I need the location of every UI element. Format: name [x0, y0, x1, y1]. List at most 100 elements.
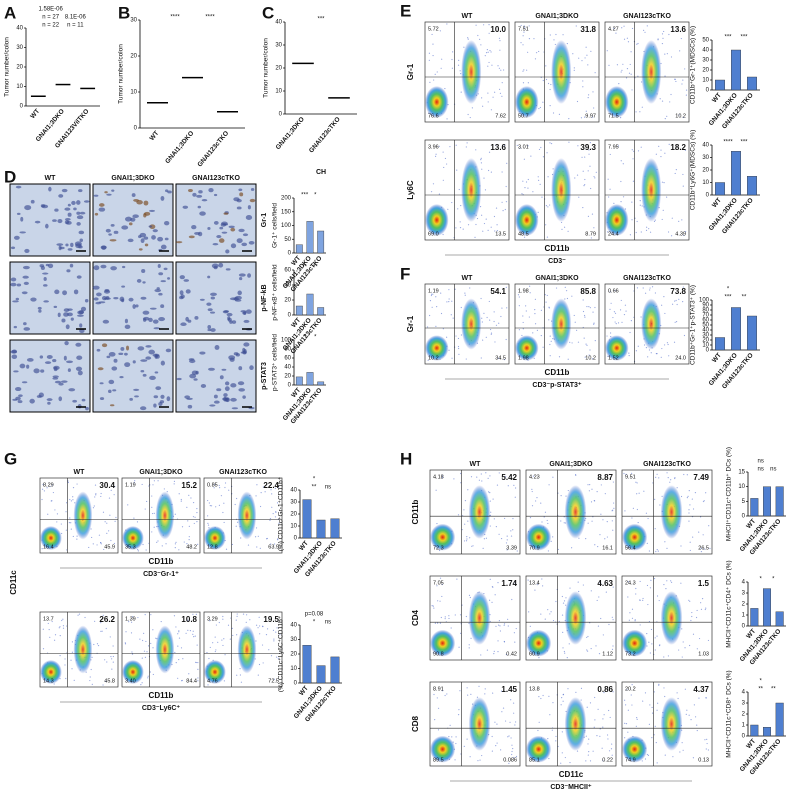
event-dot — [217, 641, 219, 643]
event-dot — [195, 661, 197, 664]
cell-nucleus — [68, 388, 76, 392]
event-dot — [624, 737, 626, 739]
bar — [715, 182, 726, 196]
event-dot — [143, 632, 145, 634]
event-dot — [552, 536, 554, 538]
bar — [317, 230, 325, 254]
cell-nucleus — [182, 205, 189, 209]
event-dot — [67, 480, 69, 482]
cell-nucleus — [243, 319, 250, 323]
event-dot — [540, 613, 542, 615]
event-dot — [706, 742, 708, 745]
event-dot — [631, 89, 633, 91]
event-dot — [630, 73, 632, 75]
event-dot — [684, 149, 687, 151]
event-dot — [140, 684, 142, 686]
event-dot — [186, 542, 188, 545]
event-dot — [438, 145, 440, 148]
event-dot — [583, 185, 585, 187]
y-tick-label: 80 — [702, 308, 709, 314]
event-dot — [587, 97, 589, 99]
event-dot — [520, 24, 522, 27]
event-dot — [688, 599, 690, 601]
cell-nucleus — [224, 386, 230, 392]
cell-nucleus — [231, 407, 239, 410]
event-dot — [174, 513, 176, 515]
event-dot — [636, 493, 638, 495]
event-dot — [635, 587, 637, 590]
event-dot — [631, 608, 634, 610]
quadrant-value: 8.79 — [585, 231, 596, 237]
event-dot — [552, 619, 555, 622]
event-dot — [62, 618, 64, 620]
y-tick-label: 50 — [284, 237, 291, 243]
event-dot — [565, 290, 568, 292]
flow-plot: 4.27 13.671.5 10.2 — [604, 21, 690, 123]
event-dot — [534, 589, 536, 591]
event-dot — [523, 69, 525, 71]
event-dot — [668, 355, 670, 357]
cell-nucleus — [154, 371, 159, 374]
axis-label: CD11c — [9, 570, 18, 595]
event-dot — [586, 636, 588, 639]
event-dot — [627, 709, 629, 711]
event-dot — [538, 148, 541, 151]
event-dot — [279, 634, 281, 636]
event-dot — [448, 301, 450, 303]
quadrant-value: 54.1 — [490, 287, 506, 296]
event-dot — [503, 624, 505, 626]
event-dot — [564, 756, 566, 759]
y-tick-label: 0 — [742, 624, 746, 630]
panel-letter: B — [118, 3, 130, 22]
event-dot — [479, 38, 481, 40]
flow-plot: 1.19 15.235.3 48.2 — [121, 477, 201, 554]
quadrant-value: 7.49 — [693, 473, 709, 482]
density-blob — [468, 697, 491, 751]
event-dot — [568, 141, 570, 143]
cell-nucleus — [224, 397, 229, 402]
event-dot — [102, 511, 105, 513]
event-dot — [545, 65, 547, 67]
event-dot — [675, 299, 677, 302]
cell-nucleus — [93, 194, 99, 197]
event-dot — [453, 478, 455, 480]
y-tick-label: 10 — [290, 666, 297, 672]
axis-label: MHCII⁺CD11c⁺CD11b⁺ DCs (%) — [726, 447, 733, 541]
event-dot — [538, 721, 540, 723]
cell-nucleus — [152, 319, 159, 324]
event-dot — [664, 754, 666, 756]
event-dot — [105, 680, 107, 682]
cell-nucleus — [128, 297, 134, 302]
event-dot — [602, 718, 604, 720]
event-dot — [627, 581, 629, 583]
event-dot — [180, 647, 183, 649]
event-dot — [620, 201, 622, 203]
event-dot — [152, 484, 154, 486]
event-dot — [500, 690, 503, 692]
cell-nucleus — [19, 363, 26, 369]
event-dot — [499, 49, 501, 51]
event-dot — [188, 525, 190, 527]
event-dot — [144, 656, 147, 658]
bar — [750, 608, 759, 627]
event-dot — [705, 748, 707, 750]
event-dot — [645, 229, 648, 231]
event-dot — [486, 49, 488, 51]
event-dot — [131, 616, 134, 618]
event-dot — [527, 178, 529, 181]
event-dot — [454, 288, 456, 290]
event-dot — [678, 220, 680, 222]
event-dot — [501, 171, 503, 173]
cell-nucleus — [21, 291, 28, 295]
quadrant-value: 0.42 — [506, 651, 517, 657]
event-dot — [152, 629, 154, 631]
event-dot — [684, 647, 686, 649]
event-dot — [52, 491, 54, 494]
cell-nucleus — [242, 233, 249, 237]
event-dot — [577, 145, 579, 147]
event-dot — [232, 634, 234, 637]
event-dot — [612, 619, 614, 621]
event-dot — [444, 616, 446, 618]
cell-nucleus — [163, 267, 168, 271]
event-dot — [549, 34, 551, 36]
